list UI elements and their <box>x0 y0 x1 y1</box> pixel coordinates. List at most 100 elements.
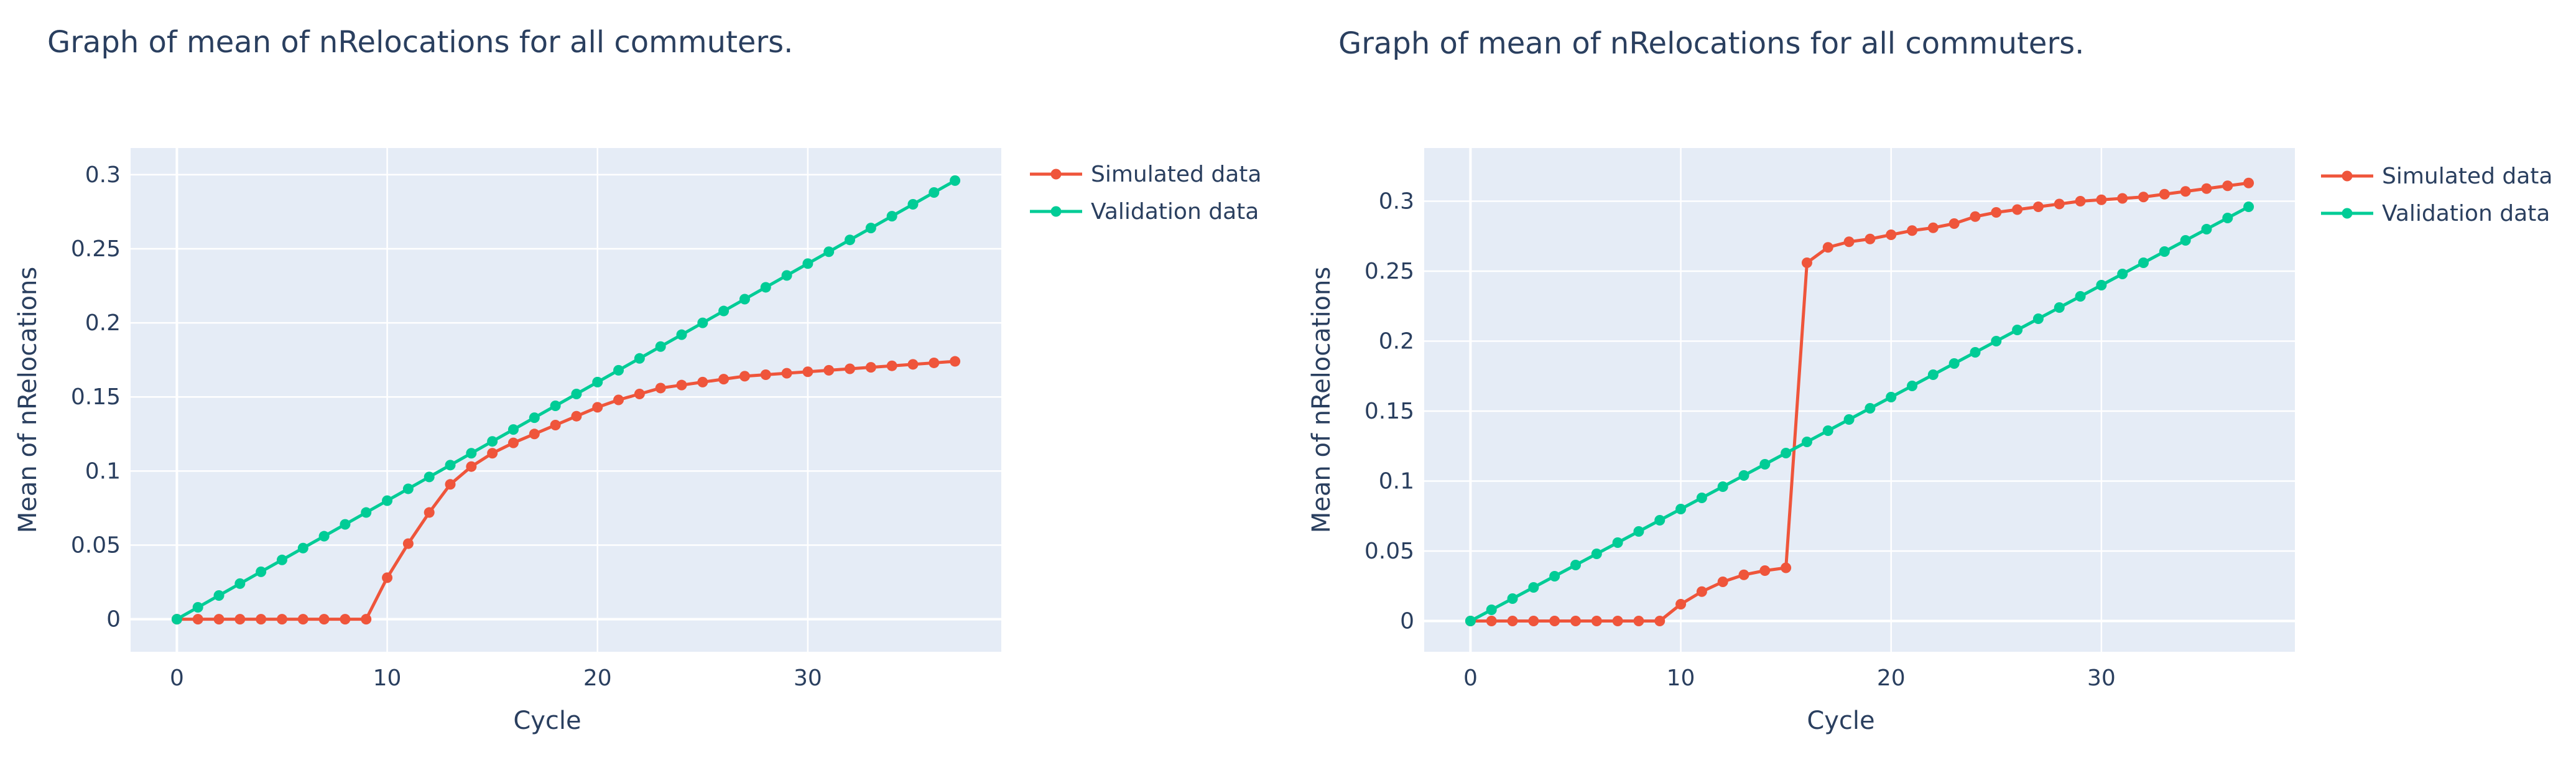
validation-data-point <box>424 471 435 483</box>
y-tick-label: 0.15 <box>1364 399 1414 424</box>
simulated-data-point <box>297 614 308 625</box>
validation-data-point <box>2201 224 2212 234</box>
simulated-data-point <box>2243 177 2254 188</box>
simulated-data-point <box>1570 616 1581 626</box>
y-tick-label: 0.05 <box>1364 539 1414 564</box>
simulated-data-point <box>1549 616 1560 626</box>
simulated-data-point <box>613 394 624 405</box>
validation-data-point <box>1991 336 2002 346</box>
simulated-data-point <box>550 420 561 430</box>
validation-data-point <box>2159 246 2170 257</box>
validation-data-point <box>2075 291 2086 302</box>
validation-data-point <box>276 554 287 565</box>
validation-data-point <box>1886 392 1897 402</box>
validation-data-point <box>1717 481 1728 492</box>
legend-marker-simulated-data[interactable] <box>2342 170 2353 182</box>
simulated-data-point <box>2032 202 2044 212</box>
validation-data-point <box>1633 526 1644 537</box>
simulated-data-point <box>361 614 372 625</box>
simulated-data-point <box>276 614 287 625</box>
simulated-data-point <box>1886 229 1897 240</box>
x-tick-label: 30 <box>2087 665 2116 691</box>
simulated-data-point <box>1612 616 1623 626</box>
simulated-data-point <box>592 402 603 413</box>
simulated-data-point <box>192 614 203 625</box>
validation-data-point <box>1675 504 1687 514</box>
simulated-data-point <box>1717 577 1728 587</box>
simulated-data-point <box>1781 562 1792 573</box>
validation-data-point <box>739 294 750 305</box>
simulated-data-point <box>445 479 456 490</box>
validation-data-point <box>886 211 897 222</box>
validation-data-point <box>634 353 645 364</box>
legend-marker-validation-data[interactable] <box>2342 208 2353 219</box>
x-tick-label: 0 <box>1463 665 1478 691</box>
simulated-data-point <box>1927 222 1939 233</box>
x-tick-label: 20 <box>1877 665 1906 691</box>
simulated-data-point <box>1843 236 1855 248</box>
simulated-data-point <box>655 382 666 394</box>
simulated-data-point <box>529 429 540 440</box>
simulated-data-point <box>697 376 708 387</box>
validation-data-point <box>2180 235 2191 246</box>
y-tick-label: 0.1 <box>85 458 121 484</box>
simulated-data-point <box>1528 616 1539 626</box>
simulated-data-point <box>234 614 246 625</box>
validation-data-point <box>1654 515 1666 526</box>
y-tick-label: 0 <box>106 607 121 633</box>
validation-data-point <box>592 376 603 387</box>
x-tick-label: 0 <box>170 665 184 691</box>
simulated-data-point <box>1801 257 1812 268</box>
simulated-data-point <box>1696 586 1707 597</box>
validation-data-point <box>718 305 730 317</box>
validation-data-point <box>1549 571 1560 582</box>
validation-data-point <box>445 460 456 471</box>
simulated-data-point <box>886 360 897 371</box>
validation-data-point <box>1738 470 1749 481</box>
validation-data-point <box>1507 593 1518 604</box>
legend-label-validation-data[interactable]: Validation data <box>1091 199 1259 225</box>
x-tick-label: 10 <box>373 665 402 691</box>
simulated-data-point <box>2138 192 2149 203</box>
validation-data-point <box>1528 582 1539 593</box>
simulated-data-point <box>571 410 582 422</box>
simulated-data-point <box>1991 207 2002 218</box>
validation-data-point <box>466 448 477 459</box>
simulated-data-point <box>1486 616 1497 626</box>
validation-data-point <box>297 542 308 554</box>
validation-data-point <box>2096 280 2107 290</box>
simulated-data-point <box>2075 196 2086 206</box>
legend-label-validation-data[interactable]: Validation data <box>2382 201 2550 226</box>
legend-label-simulated-data[interactable]: Simulated data <box>2382 164 2552 189</box>
validation-data-point <box>676 329 687 340</box>
simulated-data-point <box>1907 225 1918 236</box>
simulated-data-point <box>845 363 856 374</box>
legend-marker-simulated-data[interactable] <box>1050 169 1062 180</box>
simulated-data-point <box>1591 616 1602 626</box>
simulated-data-point <box>634 388 645 399</box>
validation-data-point <box>2012 325 2023 335</box>
chart-title: Graph of mean of nRelocations for all co… <box>47 25 793 60</box>
simulated-data-point <box>907 359 919 370</box>
simulated-data-point <box>823 364 835 376</box>
validation-data-point <box>402 483 414 494</box>
x-axis-title: Cycle <box>1807 707 1874 735</box>
y-tick-label: 0 <box>1400 609 1414 634</box>
simulated-data-point <box>507 437 519 448</box>
validation-data-point <box>1865 403 1876 414</box>
validation-data-point <box>845 234 856 246</box>
legend-marker-validation-data[interactable] <box>1050 206 1062 217</box>
y-tick-label: 0.1 <box>1379 469 1414 494</box>
y-tick-label: 0.2 <box>1379 329 1414 355</box>
simulated-data-point <box>2054 198 2065 210</box>
simulated-data-point <box>718 374 730 385</box>
simulated-data-point <box>929 357 940 368</box>
validation-data-point <box>2138 257 2149 268</box>
simulated-data-point <box>487 448 498 459</box>
validation-data-point <box>1486 605 1497 615</box>
validation-data-point <box>1781 448 1792 458</box>
legend-label-simulated-data[interactable]: Simulated data <box>1091 162 1261 187</box>
validation-data-point <box>234 578 246 589</box>
validation-data-point <box>760 282 771 293</box>
simulated-data-point <box>1822 242 1833 253</box>
